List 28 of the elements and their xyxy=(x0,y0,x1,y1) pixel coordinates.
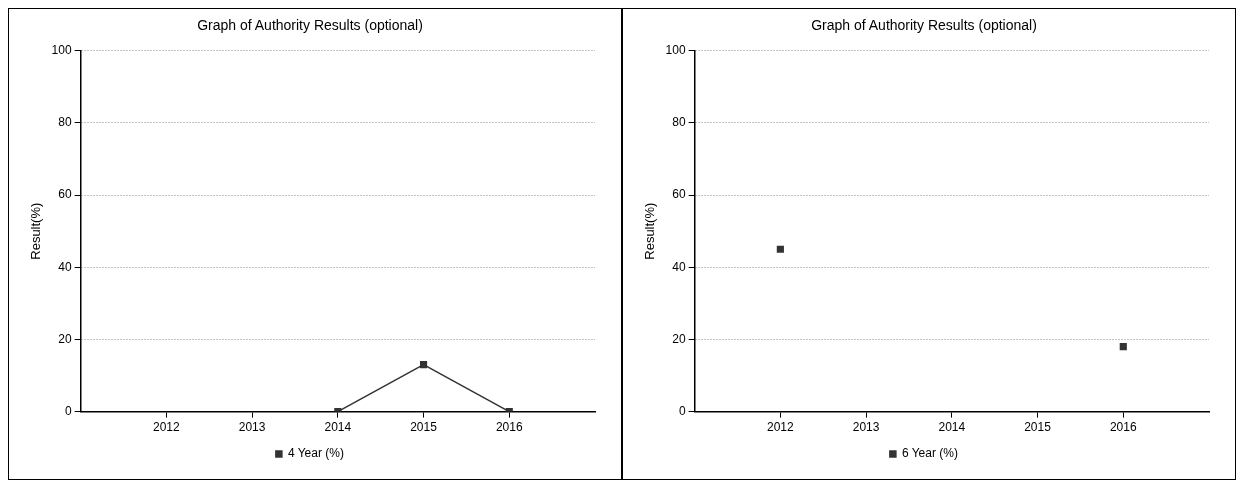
y-tick-label: 0 xyxy=(678,403,686,418)
y-axis-title: Result(%) xyxy=(642,202,658,260)
y-tick-label: 60 xyxy=(672,187,686,202)
chart-title: Graph of Authority Results (optional) xyxy=(197,17,423,34)
x-tick-label: 2016 xyxy=(1109,420,1137,435)
y-tick-label: 40 xyxy=(58,259,72,274)
x-tick-label: 2013 xyxy=(852,420,880,435)
y-tick-label: 100 xyxy=(665,43,686,58)
x-tick-label: 2014 xyxy=(938,420,966,435)
legend-label: 4 Year (%) xyxy=(287,446,344,461)
x-tick-label: 2012 xyxy=(153,420,181,435)
y-tick-label: 80 xyxy=(58,115,72,130)
y-tick-label: 20 xyxy=(58,331,72,346)
y-axis-title: Result(%) xyxy=(28,202,44,260)
chart-title: Graph of Authority Results (optional) xyxy=(811,17,1037,34)
y-tick-label: 80 xyxy=(672,115,686,130)
y-tick-label: 100 xyxy=(51,43,72,58)
y-tick-label: 0 xyxy=(64,403,72,418)
x-tick-label: 2012 xyxy=(767,420,795,435)
y-tick-label: 20 xyxy=(672,331,686,346)
x-tick-label: 2014 xyxy=(324,420,352,435)
x-tick-label: 2013 xyxy=(238,420,266,435)
y-tick-label: 60 xyxy=(58,187,72,202)
x-tick-label: 2016 xyxy=(495,420,523,435)
x-tick-label: 2015 xyxy=(410,420,438,435)
legend-label: 6 Year (%) xyxy=(901,446,958,461)
x-tick-label: 2015 xyxy=(1024,420,1052,435)
y-tick-label: 40 xyxy=(672,259,686,274)
